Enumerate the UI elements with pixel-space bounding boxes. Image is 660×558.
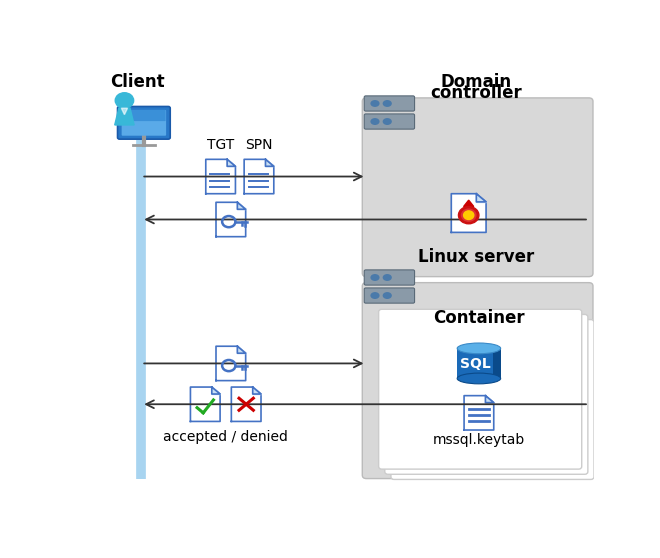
Polygon shape <box>464 396 494 430</box>
Ellipse shape <box>383 274 392 281</box>
Text: SPN: SPN <box>246 138 273 152</box>
Text: mssql.keytab: mssql.keytab <box>433 433 525 447</box>
FancyBboxPatch shape <box>457 348 501 378</box>
Ellipse shape <box>383 118 392 125</box>
Ellipse shape <box>370 100 380 107</box>
Polygon shape <box>244 160 274 194</box>
Ellipse shape <box>457 373 501 384</box>
Polygon shape <box>191 387 220 421</box>
FancyBboxPatch shape <box>364 270 414 285</box>
Circle shape <box>461 209 476 221</box>
Ellipse shape <box>370 118 380 125</box>
Polygon shape <box>265 160 274 166</box>
Ellipse shape <box>457 343 501 354</box>
Text: Linux server: Linux server <box>418 248 535 266</box>
Polygon shape <box>477 194 486 202</box>
Text: controller: controller <box>430 84 522 102</box>
Polygon shape <box>115 108 134 125</box>
FancyBboxPatch shape <box>364 114 414 129</box>
FancyBboxPatch shape <box>391 320 594 479</box>
Polygon shape <box>212 387 220 394</box>
FancyBboxPatch shape <box>362 98 593 277</box>
Polygon shape <box>216 203 246 237</box>
Ellipse shape <box>370 292 380 299</box>
Polygon shape <box>216 346 246 381</box>
FancyBboxPatch shape <box>379 309 581 469</box>
FancyBboxPatch shape <box>117 107 170 139</box>
Ellipse shape <box>370 274 380 281</box>
FancyBboxPatch shape <box>122 110 166 121</box>
Circle shape <box>459 206 479 224</box>
Polygon shape <box>253 387 261 394</box>
Text: Client: Client <box>110 73 165 91</box>
FancyBboxPatch shape <box>364 288 414 303</box>
Polygon shape <box>486 396 494 403</box>
Polygon shape <box>238 203 246 209</box>
Polygon shape <box>121 108 127 114</box>
FancyBboxPatch shape <box>493 348 501 378</box>
Text: accepted / denied: accepted / denied <box>163 430 288 444</box>
FancyBboxPatch shape <box>362 283 593 479</box>
Polygon shape <box>232 387 261 421</box>
Ellipse shape <box>383 100 392 107</box>
Polygon shape <box>227 160 236 166</box>
FancyBboxPatch shape <box>364 96 414 111</box>
Text: Container: Container <box>433 309 525 328</box>
Polygon shape <box>463 200 474 206</box>
Text: TGT: TGT <box>207 138 234 152</box>
Circle shape <box>115 93 133 108</box>
FancyBboxPatch shape <box>121 110 166 136</box>
Polygon shape <box>238 346 246 353</box>
Ellipse shape <box>383 292 392 299</box>
Polygon shape <box>206 160 236 194</box>
Text: Domain: Domain <box>441 73 512 91</box>
Circle shape <box>463 211 474 219</box>
FancyBboxPatch shape <box>385 315 588 474</box>
Polygon shape <box>451 194 486 232</box>
Text: SQL: SQL <box>461 357 491 371</box>
